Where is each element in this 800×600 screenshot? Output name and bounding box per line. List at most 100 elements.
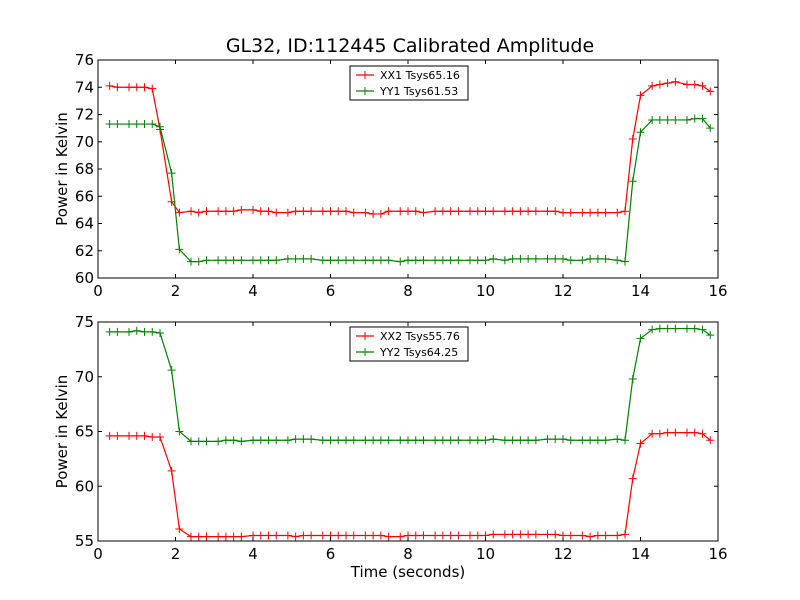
data-point-marker: [446, 436, 455, 445]
data-point-marker: [655, 80, 664, 89]
data-point-marker: [586, 208, 595, 217]
data-point-marker: [593, 531, 602, 540]
data-point-marker: [466, 436, 474, 445]
data-point-marker: [500, 207, 509, 216]
data-point-marker: [551, 207, 560, 216]
data-point-marker: [621, 207, 629, 216]
plot-2: 0 2 4 6 8 10 12 14 16 55 60 65 70 75 Power in Kelvin Ti…: [53, 313, 728, 581]
data-point-marker: [264, 207, 273, 216]
legend: XX2 Tsys55.76 YY2 Tsys64.25: [349, 326, 469, 362]
data-point-marker: [283, 208, 292, 217]
legend-entry: XX2 Tsys55.76: [380, 330, 460, 343]
data-point-marker: [132, 431, 141, 440]
data-point-marker: [202, 256, 211, 265]
data-point-marker: [636, 439, 645, 448]
legend-swatch-marker: [361, 87, 369, 95]
data-point-marker: [202, 532, 211, 541]
x-tick-label: 12: [553, 545, 572, 563]
data-point-marker: [473, 207, 482, 216]
data-point-marker: [438, 207, 447, 216]
data-point-marker: [683, 428, 691, 437]
data-point-marker: [361, 436, 370, 445]
x-tick-label: 12: [553, 282, 572, 300]
data-point-marker: [334, 436, 343, 445]
data-point-marker: [299, 531, 308, 540]
y-axis-label: Power in Kelvin: [53, 112, 71, 226]
data-point-marker: [202, 437, 211, 446]
data-point-marker: [663, 428, 672, 437]
data-point-marker: [283, 436, 292, 445]
x-tick-label: 4: [248, 282, 258, 300]
data-point-marker: [578, 256, 587, 265]
data-point-marker: [431, 436, 440, 445]
data-point-marker: [636, 334, 645, 343]
data-point-marker: [283, 254, 292, 263]
data-point-marker: [613, 531, 622, 540]
data-point-marker: [175, 245, 184, 254]
data-point-marker: [307, 254, 316, 263]
x-tick-label: 6: [326, 282, 336, 300]
data-point-marker: [299, 207, 308, 216]
data-point-marker: [148, 327, 157, 336]
y-tick-label: 72: [75, 106, 94, 124]
data-point-marker: [369, 209, 378, 218]
data-point-marker: [221, 207, 230, 216]
data-point-marker: [446, 531, 455, 540]
data-point-marker: [411, 531, 420, 540]
data-point-marker: [167, 366, 176, 375]
data-point-marker: [566, 436, 575, 445]
data-point-marker: [454, 531, 463, 540]
x-tick-label: 16: [708, 282, 727, 300]
data-point-marker: [516, 436, 525, 445]
data-point-marker: [256, 531, 265, 540]
legend-swatch-marker: [361, 348, 369, 356]
data-point-marker: [586, 436, 595, 445]
data-point-marker: [601, 208, 610, 217]
data-point-marker: [125, 120, 133, 129]
legend-entry: YY1 Tsys61.53: [379, 85, 458, 98]
data-point-marker: [194, 257, 203, 266]
data-point-marker: [489, 435, 498, 444]
data-point-marker: [473, 256, 482, 265]
data-point-marker: [318, 256, 327, 265]
data-point-marker: [404, 207, 412, 216]
data-point-marker: [613, 435, 622, 444]
data-point-marker: [551, 254, 560, 263]
y-axis-label: Power in Kelvin: [53, 375, 71, 489]
data-point-marker: [229, 532, 238, 541]
data-point-marker: [167, 466, 176, 475]
data-point-marker: [326, 207, 335, 216]
data-point-marker: [369, 531, 378, 540]
data-point-marker: [214, 437, 223, 446]
y-tick-label: 70: [75, 133, 94, 151]
data-point-marker: [671, 77, 680, 86]
data-point-marker: [361, 256, 370, 265]
data-point-marker: [655, 429, 664, 438]
data-point-marker: [438, 256, 447, 265]
legend: XX1 Tsys65.16 YY1 Tsys61.53: [349, 65, 469, 101]
data-point-marker: [396, 257, 405, 266]
data-point-marker: [706, 87, 715, 96]
data-point-marker: [500, 256, 509, 265]
data-point-marker: [342, 207, 350, 216]
data-point-marker: [194, 532, 203, 541]
series-1: [105, 77, 715, 218]
data-point-marker: [175, 427, 184, 436]
legend-box: [349, 326, 469, 362]
data-point-marker: [299, 435, 308, 444]
x-tick-label: 14: [631, 282, 650, 300]
data-point-marker: [326, 256, 335, 265]
data-point-marker: [342, 531, 350, 540]
series-2: [105, 114, 715, 266]
data-point-marker: [489, 207, 498, 216]
data-point-marker: [578, 531, 587, 540]
data-point-marker: [349, 436, 358, 445]
y-tick-label: 55: [75, 532, 94, 550]
data-point-marker: [690, 80, 699, 89]
data-point-marker: [384, 532, 393, 541]
y-tick-label: 68: [75, 160, 94, 178]
data-point-marker: [361, 208, 370, 217]
data-point-marker: [566, 531, 575, 540]
data-point-marker: [237, 256, 246, 265]
